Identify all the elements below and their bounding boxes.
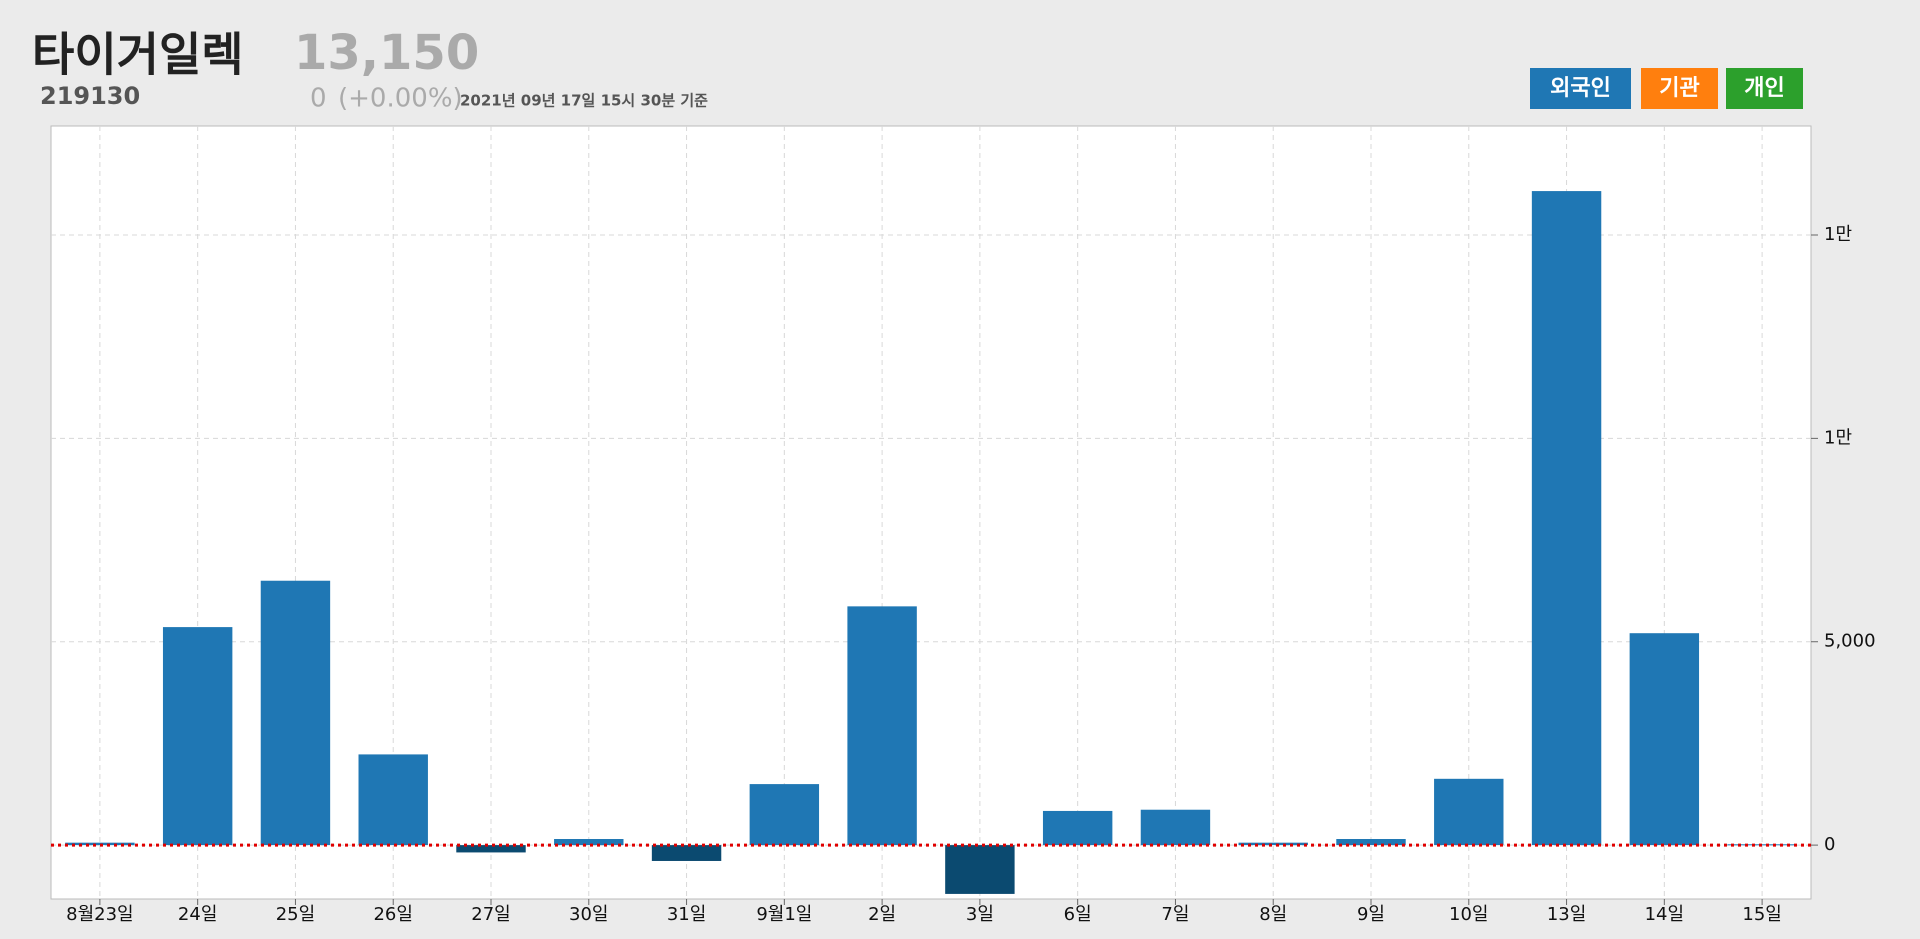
x-tick-label: 27일	[471, 904, 510, 925]
x-tick-label: 10일	[1449, 904, 1488, 925]
x-tick-label: 14일	[1645, 904, 1684, 925]
x-tick-label: 2일	[868, 904, 896, 925]
bar	[1238, 842, 1308, 846]
x-tick-label: 26일	[373, 904, 412, 925]
bar	[1042, 810, 1113, 846]
stock-name: 타이거일렉	[32, 28, 244, 82]
x-tick-label: 3일	[966, 904, 994, 925]
x-tick-label: 8월23일	[66, 904, 133, 925]
bar	[1434, 778, 1504, 846]
filter-button-label[interactable]: 기관	[1659, 76, 1699, 101]
bar	[358, 754, 428, 846]
filter-button[interactable]	[1726, 68, 1803, 109]
bar	[1531, 191, 1602, 846]
bar	[1727, 844, 1797, 846]
change: 0	[310, 84, 327, 114]
bar	[1629, 633, 1700, 846]
bar	[749, 784, 820, 846]
x-tick-label: 8일	[1259, 904, 1287, 925]
x-tick-label: 15일	[1742, 904, 1781, 925]
filter-button-label[interactable]: 외국인	[1550, 76, 1611, 101]
x-tick-label: 6일	[1064, 904, 1092, 925]
y-tick-label: 1만	[1824, 427, 1852, 448]
bar	[945, 845, 1015, 894]
x-tick-label: 9일	[1357, 904, 1385, 925]
filter-button[interactable]	[1641, 68, 1718, 109]
x-tick-label: 31일	[667, 904, 706, 925]
bar	[260, 580, 331, 846]
bar	[162, 627, 233, 846]
price: 13,150	[294, 25, 479, 81]
bar	[847, 606, 917, 846]
timestamp: 2021년 09년 17일 15시 30분 기준	[460, 92, 708, 110]
y-tick-label: 5,000	[1824, 631, 1876, 652]
stock-code: 219130	[40, 82, 140, 110]
x-tick-label: 25일	[276, 904, 315, 925]
x-tick-label: 24일	[178, 904, 217, 925]
x-tick-label: 13일	[1547, 904, 1586, 925]
x-tick-label: 9월1일	[756, 904, 812, 925]
bar	[554, 839, 624, 846]
x-tick-label: 7일	[1161, 904, 1189, 925]
filter-button[interactable]	[1530, 68, 1631, 109]
y-tick-label: 1만	[1824, 224, 1852, 245]
bar	[1140, 809, 1211, 846]
plot-area	[50, 125, 1812, 900]
bar	[456, 845, 526, 853]
bar	[1336, 839, 1406, 846]
change-rate: (+0.00%)	[338, 84, 463, 114]
y-tick-label: 0	[1824, 834, 1835, 855]
bar	[65, 842, 135, 846]
x-tick-label: 30일	[569, 904, 608, 925]
bar	[651, 845, 722, 861]
filter-button-label[interactable]: 개인	[1744, 76, 1784, 101]
